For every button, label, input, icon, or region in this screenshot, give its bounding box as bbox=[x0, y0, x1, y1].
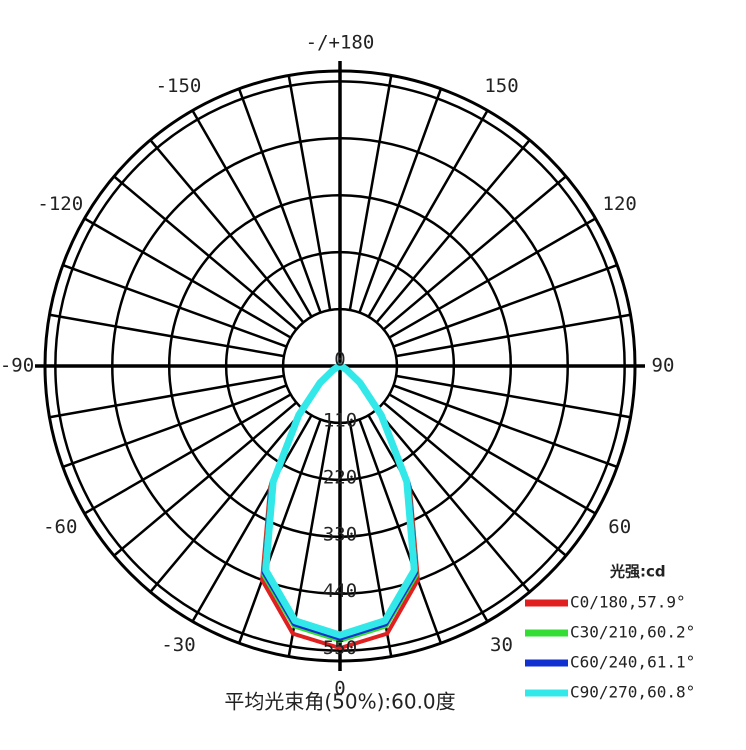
spoke bbox=[113, 401, 298, 557]
spoke bbox=[149, 139, 305, 324]
spoke bbox=[367, 109, 489, 318]
footer: 平均光束角(50%):60.0度 bbox=[224, 690, 455, 714]
spoke bbox=[395, 374, 631, 419]
spoke bbox=[367, 414, 489, 623]
spoke bbox=[348, 75, 393, 311]
spoke bbox=[358, 419, 443, 644]
spoke bbox=[393, 384, 618, 469]
angle-tick-label: 60 bbox=[608, 516, 631, 538]
spoke bbox=[375, 408, 531, 593]
spoke bbox=[358, 88, 443, 313]
angle-tick-label: 120 bbox=[603, 193, 637, 215]
spoke bbox=[62, 384, 287, 469]
spoke bbox=[388, 217, 597, 339]
spoke bbox=[237, 88, 322, 313]
spoke bbox=[49, 313, 285, 358]
angle-tick-label: 30 bbox=[490, 634, 513, 656]
spoke bbox=[237, 419, 322, 644]
legend-label: C30/210,60.2° bbox=[570, 623, 695, 642]
series-line bbox=[262, 362, 418, 639]
spoke bbox=[382, 175, 567, 331]
spoke bbox=[149, 408, 305, 593]
angle-tick-label: -60 bbox=[43, 516, 77, 538]
spoke bbox=[395, 313, 631, 358]
angle-tick-label: 90 bbox=[652, 355, 675, 377]
spoke bbox=[287, 75, 332, 311]
spoke bbox=[388, 393, 597, 515]
r-tick-label: 0 bbox=[334, 349, 345, 371]
r-tick-label: 330 bbox=[323, 523, 357, 545]
r-tick-label: 550 bbox=[323, 637, 357, 659]
spoke bbox=[49, 374, 285, 419]
legend-title: 光强:cd bbox=[609, 563, 666, 581]
angle-tick-label: 150 bbox=[484, 75, 518, 97]
angle-tick-label: -120 bbox=[37, 193, 83, 215]
angle-tick-label: -150 bbox=[156, 75, 202, 97]
angle-tick-label: 0 bbox=[334, 678, 345, 700]
legend-label: C0/180,57.9° bbox=[570, 593, 686, 612]
spoke bbox=[83, 393, 292, 515]
spoke bbox=[375, 139, 531, 324]
legend-label: C60/240,61.1° bbox=[570, 653, 695, 672]
angle-tick-label: -/+180 bbox=[306, 32, 375, 54]
legend-label: C90/270,60.8° bbox=[570, 683, 695, 702]
r-tick-label: 220 bbox=[323, 466, 357, 488]
r-tick-label: 110 bbox=[323, 409, 357, 431]
spoke bbox=[191, 109, 313, 318]
angle-tick-label: -90 bbox=[0, 355, 34, 377]
spoke bbox=[393, 263, 618, 348]
spoke bbox=[83, 217, 292, 339]
r-tick-label: 440 bbox=[323, 580, 357, 602]
spoke bbox=[382, 401, 567, 557]
spoke bbox=[113, 175, 298, 331]
spoke bbox=[191, 414, 313, 623]
spoke bbox=[62, 263, 287, 348]
angle-tick-label: -30 bbox=[161, 634, 195, 656]
